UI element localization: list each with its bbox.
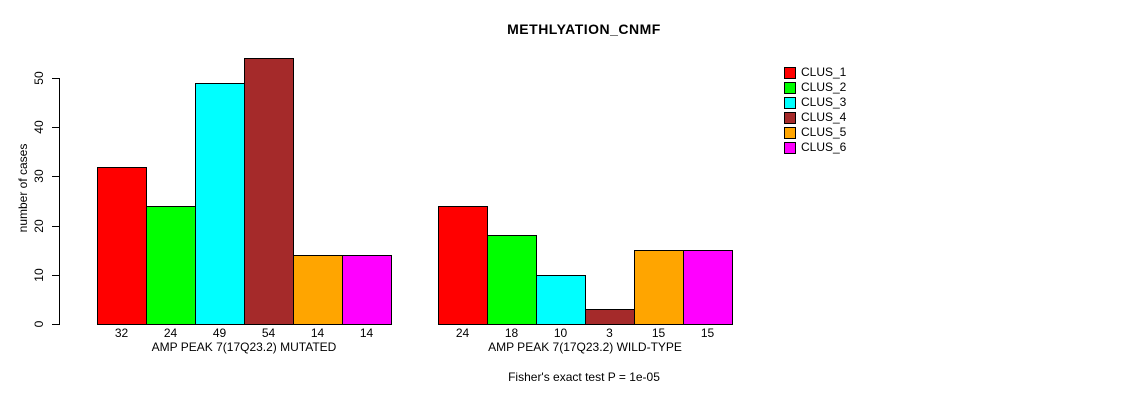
chart-title: METHLYATION_CNMF [507,21,661,37]
bar-value-label: 3 [606,326,613,340]
bar-clus_3 [195,83,245,325]
bar-clus_6 [683,250,733,325]
legend-item-label: CLUS_2 [801,80,847,94]
y-axis-tick-label: 30 [32,169,46,183]
bar-value-label: 14 [310,326,325,340]
y-axis-label: number of cases [16,143,30,233]
bar-value-label: 32 [114,326,129,340]
bar-value-label: 18 [504,326,519,340]
bar-clus_1 [97,167,147,325]
bar-value-label: 24 [163,326,178,340]
bar-clus_2 [146,206,196,325]
legend-swatch-clus_5-icon [784,126,796,139]
legend-item: CLUS_1 [784,65,846,80]
y-axis-tick-label: 0 [32,320,46,328]
y-axis-tick [52,127,59,128]
legend-item-label: CLUS_3 [801,95,847,109]
y-axis-tick [52,226,59,227]
legend-swatch-clus_2-icon [784,81,796,94]
bar-clus_6 [342,255,392,325]
legend-item: CLUS_6 [784,140,846,155]
bar-value-label: 24 [455,326,470,340]
legend-item: CLUS_2 [784,80,846,95]
legend: CLUS_1 CLUS_2 CLUS_3 CLUS_4 CLUS_5 CLUS_6 [784,65,846,155]
y-axis-tick-label: 10 [32,268,46,282]
bar-value-label: 14 [359,326,374,340]
bar-clus_2 [487,235,537,325]
legend-swatch-clus_3-icon [784,96,796,109]
y-axis-tick-label: 20 [32,219,46,233]
bar-clus_4 [585,309,635,325]
legend-item-label: CLUS_1 [801,65,847,79]
bar-clus_3 [536,275,586,325]
legend-swatch-clus_1-icon [784,66,796,79]
bar-clus_5 [634,250,684,325]
legend-swatch-clus_6-icon [784,141,796,154]
legend-item-label: CLUS_6 [801,140,847,154]
group-axis-label: AMP PEAK 7(17Q23.2) WILD-TYPE [488,340,682,354]
y-axis-tick [52,324,59,325]
bar-value-label: 15 [700,326,715,340]
y-axis-tick [52,78,59,79]
y-axis-tick [52,176,59,177]
legend-item: CLUS_4 [784,110,846,125]
bar-value-label: 54 [261,326,276,340]
group-axis-label: AMP PEAK 7(17Q23.2) MUTATED [151,340,337,354]
bar-value-label: 15 [651,326,666,340]
legend-item-label: CLUS_5 [801,125,847,139]
legend-item: CLUS_5 [784,125,846,140]
y-axis-tick-label: 50 [32,71,46,85]
bar-clus_4 [244,58,294,325]
bar-value-label: 49 [212,326,227,340]
bar-value-label: 10 [553,326,568,340]
y-axis-line [59,78,60,325]
bar-clus_1 [438,206,488,325]
fisher-test-annotation: Fisher's exact test P = 1e-05 [508,370,660,384]
y-axis-tick-label: 40 [32,120,46,134]
bar-clus_5 [293,255,343,325]
legend-swatch-clus_4-icon [784,111,796,124]
legend-item-label: CLUS_4 [801,110,847,124]
legend-item: CLUS_3 [784,95,846,110]
y-axis-tick [52,275,59,276]
